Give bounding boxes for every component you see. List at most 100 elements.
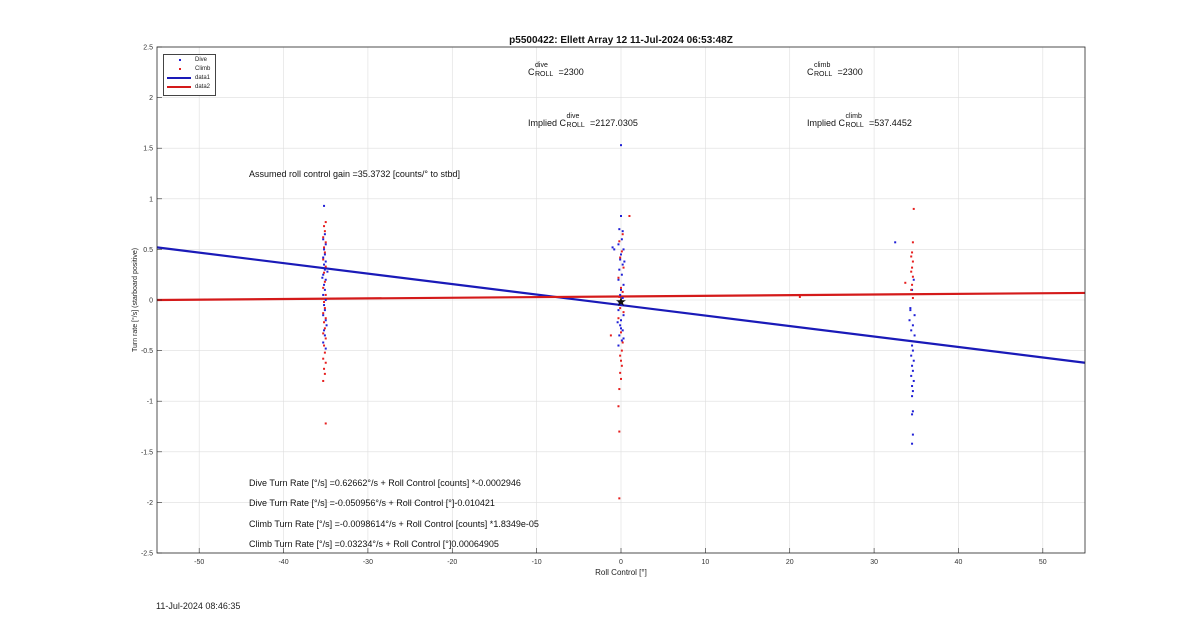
origin-star-marker: ★ [615, 294, 627, 309]
dive-point [622, 248, 625, 251]
dive-point [618, 228, 621, 231]
climb-point [323, 225, 326, 228]
c-dive-symbol: C [528, 67, 535, 77]
dive-point [910, 354, 913, 357]
dive-point [619, 258, 622, 261]
legend-climb-marker [179, 68, 181, 70]
climb-point [912, 207, 915, 210]
dive-point [912, 278, 915, 281]
dive-point [323, 263, 326, 266]
print-timestamp: 11-Jul-2024 08:46:35 [156, 601, 241, 611]
dive-point [911, 413, 914, 416]
climb-point [622, 311, 625, 314]
dive-point [323, 248, 326, 251]
dive-point [620, 215, 622, 218]
climb-point [620, 286, 622, 289]
climb-point [911, 251, 914, 254]
implied-dive-superscript: dive [566, 113, 580, 120]
y-tick-label: 1 [149, 196, 153, 203]
climb-point [628, 215, 631, 218]
y-axis-label: Turn rate [°/s] (starboard positive) [131, 248, 139, 352]
dive-point [323, 283, 326, 286]
dive-point [617, 278, 620, 281]
dive-point [910, 329, 913, 332]
dive-point [911, 324, 914, 327]
climb-point [323, 327, 326, 330]
climb-point [324, 265, 327, 268]
climb-point [322, 236, 325, 239]
climb-equation-degrees: Climb Turn Rate [°/s] =0.03234°/s + Roll… [249, 539, 499, 549]
y-tick-label: 1.5 [143, 146, 153, 153]
c-climb-subscript: ROLL [814, 71, 833, 78]
climb-point [323, 351, 326, 354]
climb-point [619, 371, 622, 374]
climb-point [323, 307, 326, 310]
climb-point [324, 361, 327, 364]
dive-point [909, 307, 912, 310]
climb-point [324, 293, 327, 296]
legend-item-dive: Dive [164, 56, 215, 65]
c-climb-superscript: climb [814, 62, 831, 69]
dive-point [894, 241, 897, 244]
climb-point [621, 233, 624, 236]
dive-point [325, 324, 328, 327]
c-dive-subscript: ROLL [535, 71, 554, 78]
dive-point [622, 314, 625, 317]
implied-dive-value: =2127.0305 [590, 118, 638, 128]
climb-point [617, 317, 620, 320]
climb-point [324, 221, 327, 224]
climb-point [323, 301, 326, 304]
dive-point [911, 410, 914, 413]
x-tick-label: -40 [278, 559, 288, 566]
climb-point [322, 357, 325, 360]
climb-point [323, 372, 326, 375]
x-axis-ticks: -50 -40 -30 -20 -10 0 10 20 30 40 50 [194, 548, 1047, 566]
dive-point [910, 374, 913, 377]
y-tick-label: 2.5 [143, 45, 153, 52]
dive-point [620, 327, 622, 330]
dive-equation-counts: Dive Turn Rate [°/s] =0.62662°/s + Roll … [249, 478, 521, 488]
climb-point [618, 497, 621, 500]
dive-point [618, 334, 621, 337]
climb-point [620, 331, 622, 334]
dive-point [617, 344, 620, 347]
legend-data1-line [167, 77, 191, 79]
dive-point [620, 144, 622, 147]
data-points: ★ [321, 144, 916, 500]
dive-point [323, 268, 326, 271]
climb-point [324, 337, 327, 340]
dive-point [616, 321, 619, 324]
climb-point [911, 275, 914, 278]
legend-item-climb: Climb [164, 65, 215, 74]
climb-point [621, 290, 624, 293]
dive-point [911, 344, 914, 347]
climb-point [324, 241, 327, 244]
climb-point [323, 367, 326, 370]
dive-point [618, 301, 621, 304]
dive-point [622, 337, 625, 340]
dive-point [323, 334, 326, 337]
y-tick-label: -2 [147, 500, 153, 507]
x-tick-label: 50 [1039, 559, 1047, 566]
dive-point [623, 260, 626, 263]
legend-data2-label: data2 [195, 84, 211, 90]
x-tick-label: -10 [532, 559, 542, 566]
dive-point [324, 319, 327, 322]
y-tick-label: -2.5 [141, 551, 153, 558]
x-axis-label: Roll Control [°] [595, 568, 647, 577]
climb-point [323, 230, 326, 233]
legend-dive-label: Dive [195, 57, 208, 63]
climb-point [618, 388, 621, 391]
legend-item-data2: data2 [164, 83, 215, 92]
dive-point [912, 359, 915, 362]
implied-dive-symbol: C [559, 118, 567, 128]
dive-point [911, 349, 914, 352]
climb-point [620, 377, 622, 380]
x-tick-label: -30 [363, 559, 373, 566]
dive-point [911, 395, 914, 398]
implied-climb-symbol: C [838, 118, 846, 128]
climb-point [911, 296, 914, 299]
y-tick-label: -0.5 [141, 348, 153, 355]
